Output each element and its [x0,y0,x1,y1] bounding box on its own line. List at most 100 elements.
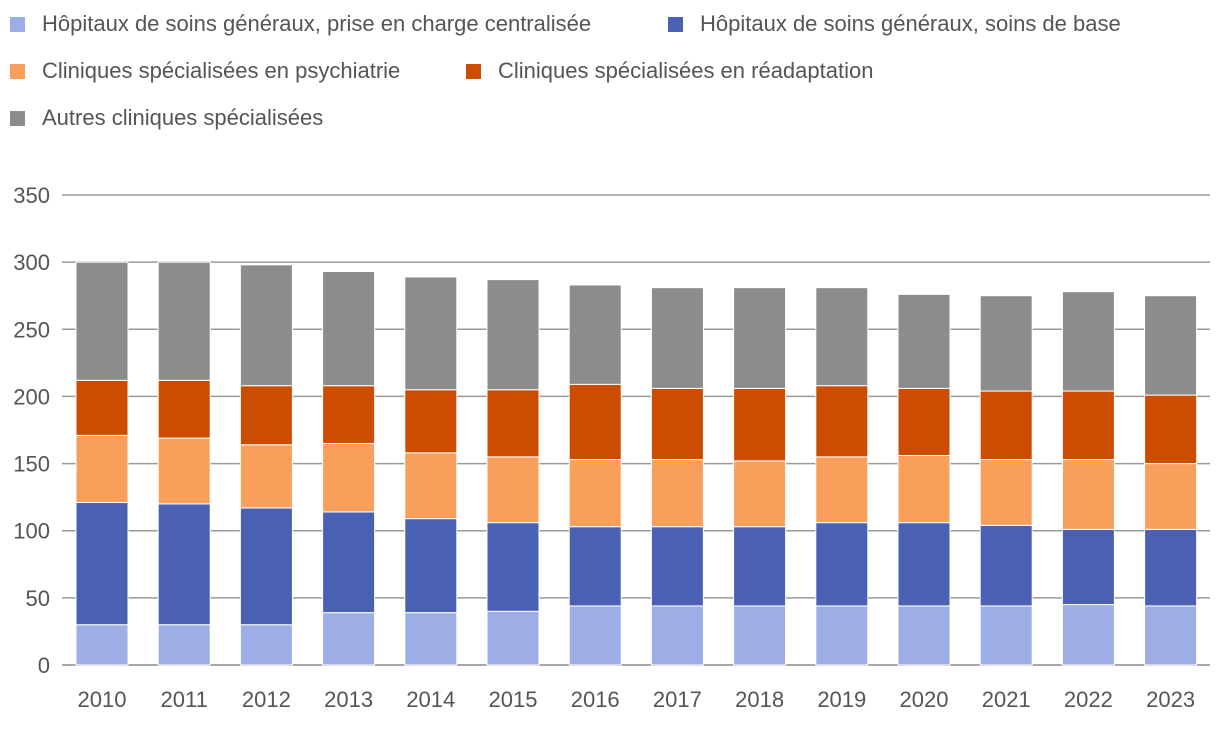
bar-stack-2019[interactable] [815,287,869,666]
bar-segment-series-5-2013[interactable] [322,271,376,387]
bar-segment-series-2-2015[interactable] [486,522,540,612]
bar-segment-series-4-2022[interactable] [1061,390,1115,461]
bar-segment-series-4-2014[interactable] [404,389,458,454]
x-tick-label-2017: 2017 [653,687,702,712]
bar-stack-2012[interactable] [239,264,293,666]
bar-segment-series-1-2019[interactable] [815,605,869,666]
bar-segment-series-5-2010[interactable] [75,261,129,381]
bar-segment-series-2-2012[interactable] [239,507,293,626]
x-axis-tick-labels: 2010 2011 2012 2013 2014 2015 2016 2017 2018 2019… [78,687,1196,712]
bar-segment-series-1-2022[interactable] [1061,604,1115,666]
bar-segment-series-3-2017[interactable] [650,459,704,528]
bar-segment-series-5-2019[interactable] [815,287,869,387]
legend-item-series-4[interactable]: Cliniques spécialisées en réadaptation [466,58,873,84]
bar-segment-series-5-2015[interactable] [486,279,540,391]
bar-stack-2021[interactable] [979,295,1033,666]
bar-segment-series-2-2017[interactable] [650,526,704,607]
bar-segment-series-3-2014[interactable] [404,452,458,520]
bar-stack-2015[interactable] [486,279,540,666]
bar-segment-series-4-2012[interactable] [239,385,293,446]
bar-segment-series-4-2016[interactable] [568,383,622,461]
bar-segment-series-1-2016[interactable] [568,605,622,666]
bar-segment-series-3-2022[interactable] [1061,459,1115,530]
bar-segment-series-5-2018[interactable] [733,287,787,389]
bar-segment-series-5-2014[interactable] [404,276,458,391]
bar-segment-series-4-2010[interactable] [75,379,129,436]
bar-segment-series-1-2023[interactable] [1144,605,1198,666]
legend-item-series-2[interactable]: Hôpitaux de soins généraux, soins de bas… [668,11,1121,37]
legend-label-series-1: Hôpitaux de soins généraux, prise en cha… [42,11,592,36]
bar-segment-series-4-2013[interactable] [322,385,376,444]
bar-segment-series-4-2021[interactable] [979,390,1033,461]
bar-segment-series-1-2013[interactable] [322,612,376,666]
bar-segment-series-2-2023[interactable] [1144,528,1198,607]
bar-segment-series-5-2016[interactable] [568,284,622,385]
bar-segment-series-1-2012[interactable] [239,624,293,666]
bar-segment-series-5-2011[interactable] [157,261,211,381]
bar-segment-series-5-2012[interactable] [239,264,293,387]
bar-segment-series-2-2022[interactable] [1061,528,1115,606]
bar-segment-series-4-2019[interactable] [815,385,869,458]
bar-segment-series-2-2011[interactable] [157,503,211,626]
bar-stack-2022[interactable] [1061,291,1115,666]
bar-segment-series-3-2018[interactable] [733,460,787,528]
bar-segment-series-1-2015[interactable] [486,610,540,666]
bar-segment-series-3-2020[interactable] [897,455,951,524]
bar-segment-series-2-2010[interactable] [75,502,129,626]
bar-segment-series-3-2013[interactable] [322,442,376,513]
bar-segment-series-4-2017[interactable] [650,387,704,461]
bar-segment-series-5-2020[interactable] [897,293,951,389]
chart-legend: Hôpitaux de soins généraux, prise en cha… [0,0,1220,150]
legend-item-series-5[interactable]: Autres cliniques spécialisées [10,105,323,131]
x-tick-label-2011: 2011 [161,687,208,712]
bar-segment-series-5-2017[interactable] [650,287,704,389]
bar-stack-2016[interactable] [568,284,622,666]
bar-segment-series-1-2018[interactable] [733,605,787,666]
bar-stack-2010[interactable] [75,261,129,666]
bar-segment-series-1-2017[interactable] [650,605,704,666]
bar-segment-series-2-2019[interactable] [815,522,869,607]
bar-segment-series-3-2012[interactable] [239,444,293,509]
bar-stack-2011[interactable] [157,261,211,666]
legend-swatch-series-4 [466,63,481,79]
bar-segment-series-2-2014[interactable] [404,518,458,614]
bar-stack-2020[interactable] [897,293,951,666]
bar-segment-series-5-2021[interactable] [979,295,1033,392]
bar-segment-series-2-2021[interactable] [979,524,1033,607]
bar-segment-series-4-2011[interactable] [157,379,211,439]
legend-swatch-series-2 [668,16,683,32]
bar-segment-series-2-2016[interactable] [568,526,622,607]
legend-swatch-series-5 [10,110,25,126]
bar-segment-series-1-2021[interactable] [979,605,1033,666]
bar-stack-2023[interactable] [1144,295,1198,666]
bar-stack-2018[interactable] [733,287,787,666]
bar-segment-series-5-2022[interactable] [1061,291,1115,392]
bar-segment-series-4-2020[interactable] [897,387,951,457]
legend-item-series-3[interactable]: Cliniques spécialisées en psychiatrie [10,58,400,84]
legend-swatch-series-1 [10,16,25,32]
bar-segment-series-3-2019[interactable] [815,456,869,524]
bar-segment-series-5-2023[interactable] [1144,295,1198,396]
bar-segment-series-4-2015[interactable] [486,389,540,458]
bar-stack-2014[interactable] [404,276,458,666]
bar-segment-series-3-2021[interactable] [979,459,1033,526]
bar-segment-series-3-2023[interactable] [1144,463,1198,530]
bar-segment-series-3-2010[interactable] [75,434,129,504]
bar-segment-series-3-2016[interactable] [568,459,622,528]
bar-segment-series-1-2010[interactable] [75,624,129,666]
legend-item-series-1[interactable]: Hôpitaux de soins généraux, prise en cha… [10,11,591,37]
bar-segment-series-2-2013[interactable] [322,511,376,614]
bar-segment-series-3-2015[interactable] [486,456,540,524]
bar-stack-2017[interactable] [650,287,704,666]
bar-segment-series-2-2018[interactable] [733,526,787,607]
bar-segment-series-1-2014[interactable] [404,612,458,666]
bar-segment-series-4-2018[interactable] [733,387,787,462]
bar-segment-series-4-2023[interactable] [1144,394,1198,465]
bar-segment-series-3-2011[interactable] [157,437,211,505]
bar-segment-series-2-2020[interactable] [897,522,951,607]
legend-label-series-2: Hôpitaux de soins généraux, soins de bas… [700,11,1121,36]
bar-stack-2013[interactable] [322,271,376,666]
x-tick-label-2021: 2021 [982,687,1031,712]
bar-segment-series-1-2020[interactable] [897,605,951,666]
bar-segment-series-1-2011[interactable] [157,624,211,666]
